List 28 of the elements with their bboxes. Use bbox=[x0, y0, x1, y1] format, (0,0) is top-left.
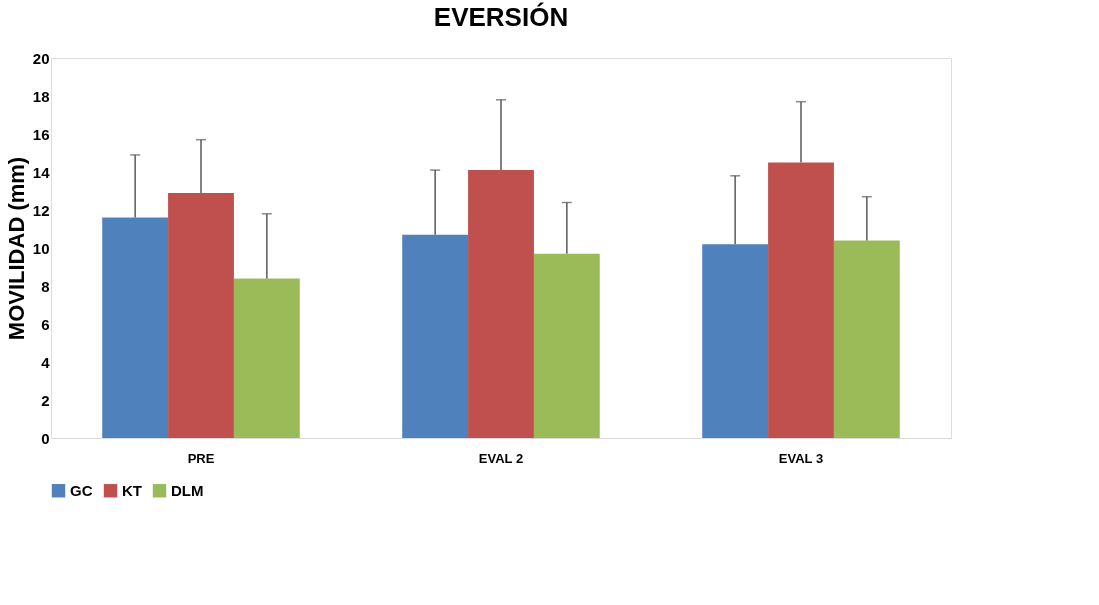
x-tick-label: PRE bbox=[187, 450, 215, 466]
y-tick-label: 10 bbox=[32, 239, 50, 257]
bar bbox=[102, 217, 169, 438]
y-tick-label: 20 bbox=[32, 49, 50, 67]
y-tick-label: 14 bbox=[32, 163, 51, 181]
y-tick-label: 12 bbox=[32, 201, 50, 219]
x-tick-label: EVAL 3 bbox=[778, 450, 824, 466]
bar bbox=[168, 192, 234, 438]
y-tick-label: 0 bbox=[41, 429, 50, 447]
y-axis-title: MOVILIDAD (mm) bbox=[3, 156, 29, 341]
y-tick-label: 4 bbox=[41, 353, 51, 371]
legend-label: DLM bbox=[171, 481, 204, 499]
bar bbox=[468, 170, 534, 438]
bar bbox=[702, 244, 769, 438]
y-tick-label: 2 bbox=[41, 391, 50, 409]
bar bbox=[233, 278, 300, 438]
y-tick-label: 18 bbox=[32, 87, 50, 105]
y-tick-label: 6 bbox=[41, 315, 50, 333]
chart-title: EVERSIÓN bbox=[433, 2, 569, 32]
bar bbox=[768, 162, 834, 438]
bar bbox=[833, 240, 900, 438]
bar bbox=[533, 253, 600, 438]
legend-label: GC bbox=[70, 481, 93, 499]
x-tick-label: EVAL 2 bbox=[478, 450, 524, 466]
y-tick-label: 8 bbox=[41, 277, 50, 295]
bar bbox=[402, 234, 469, 438]
legend-label: KT bbox=[122, 481, 142, 499]
y-tick-label: 16 bbox=[32, 125, 50, 143]
